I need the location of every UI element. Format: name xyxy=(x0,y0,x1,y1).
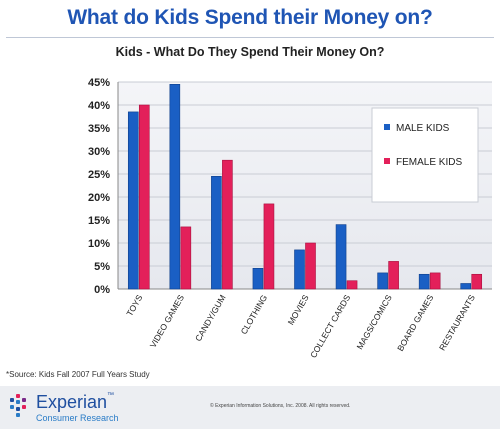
bar-female xyxy=(429,272,441,290)
bar-female xyxy=(305,242,316,290)
y-tick-label: 10% xyxy=(88,238,110,250)
bar-male xyxy=(460,283,472,290)
x-category-label: BOARD GAMES xyxy=(395,293,435,353)
bar-female xyxy=(263,203,275,290)
y-tick-label: 0% xyxy=(94,284,110,296)
bar-female xyxy=(346,280,358,290)
y-tick-label: 15% xyxy=(88,215,110,227)
y-tick-label: 20% xyxy=(88,192,110,204)
x-category-label: TOYS xyxy=(124,293,144,318)
x-category-label: MOVIES xyxy=(286,293,311,327)
y-tick-label: 5% xyxy=(94,261,110,273)
logo-tm: ™ xyxy=(107,392,115,399)
y-tick-label: 40% xyxy=(88,100,110,112)
legend xyxy=(371,107,479,203)
legend-label-male: MALE KIDS xyxy=(396,123,450,134)
y-tick-label: 35% xyxy=(88,123,110,135)
source-note: *Source: Kids Fall 2007 Full Years Study xyxy=(6,370,150,379)
x-category-label: MAGS/COMICS xyxy=(354,293,394,351)
page-title: What do Kids Spend their Money on? xyxy=(67,6,433,29)
bar-male xyxy=(418,273,430,290)
y-tick-label: 30% xyxy=(88,146,110,158)
footer: Experian™ Consumer Research © Experian I… xyxy=(0,386,500,429)
bar-male xyxy=(377,272,388,290)
x-category-label: RESTAURANTS xyxy=(437,293,477,353)
bar-male xyxy=(211,176,222,290)
x-category-label: VIDEO GAMES xyxy=(148,293,187,350)
legend-swatch-female xyxy=(384,158,390,164)
bar-female xyxy=(180,226,192,290)
title-divider xyxy=(6,37,494,38)
logo-name: Experian xyxy=(36,392,108,412)
y-tick-label: 25% xyxy=(88,169,110,181)
bar-female xyxy=(388,261,399,290)
bar-male xyxy=(252,267,264,290)
x-category-label: COLLECT CARDS xyxy=(308,293,352,360)
copyright-text: © Experian Information Solutions, Inc. 2… xyxy=(210,403,351,409)
experian-logo: Experian™ Consumer Research xyxy=(10,392,130,426)
x-category-label: CLOTHING xyxy=(239,293,270,336)
chart-title: Kids - What Do They Spend Their Money On… xyxy=(115,45,385,59)
logo-subtitle: Consumer Research xyxy=(36,413,119,423)
legend-label-female: FEMALE KIDS xyxy=(396,157,462,168)
bar-male xyxy=(169,84,181,290)
bar-female xyxy=(138,104,150,290)
x-category-label: CANDY/GUM xyxy=(193,293,228,343)
y-tick-label: 45% xyxy=(88,77,110,89)
bar-male xyxy=(335,224,347,290)
bar-female xyxy=(222,159,233,290)
bar-male xyxy=(127,111,139,290)
legend-swatch-male xyxy=(384,124,390,130)
bar-female xyxy=(471,273,483,290)
bar-male xyxy=(294,249,305,290)
bar-chart: 0% 5% 10% 15% 20% 25% 30% 35% 40% 45% TOYS VIDEO GA… xyxy=(88,77,492,360)
experian-dots-icon xyxy=(10,394,32,417)
